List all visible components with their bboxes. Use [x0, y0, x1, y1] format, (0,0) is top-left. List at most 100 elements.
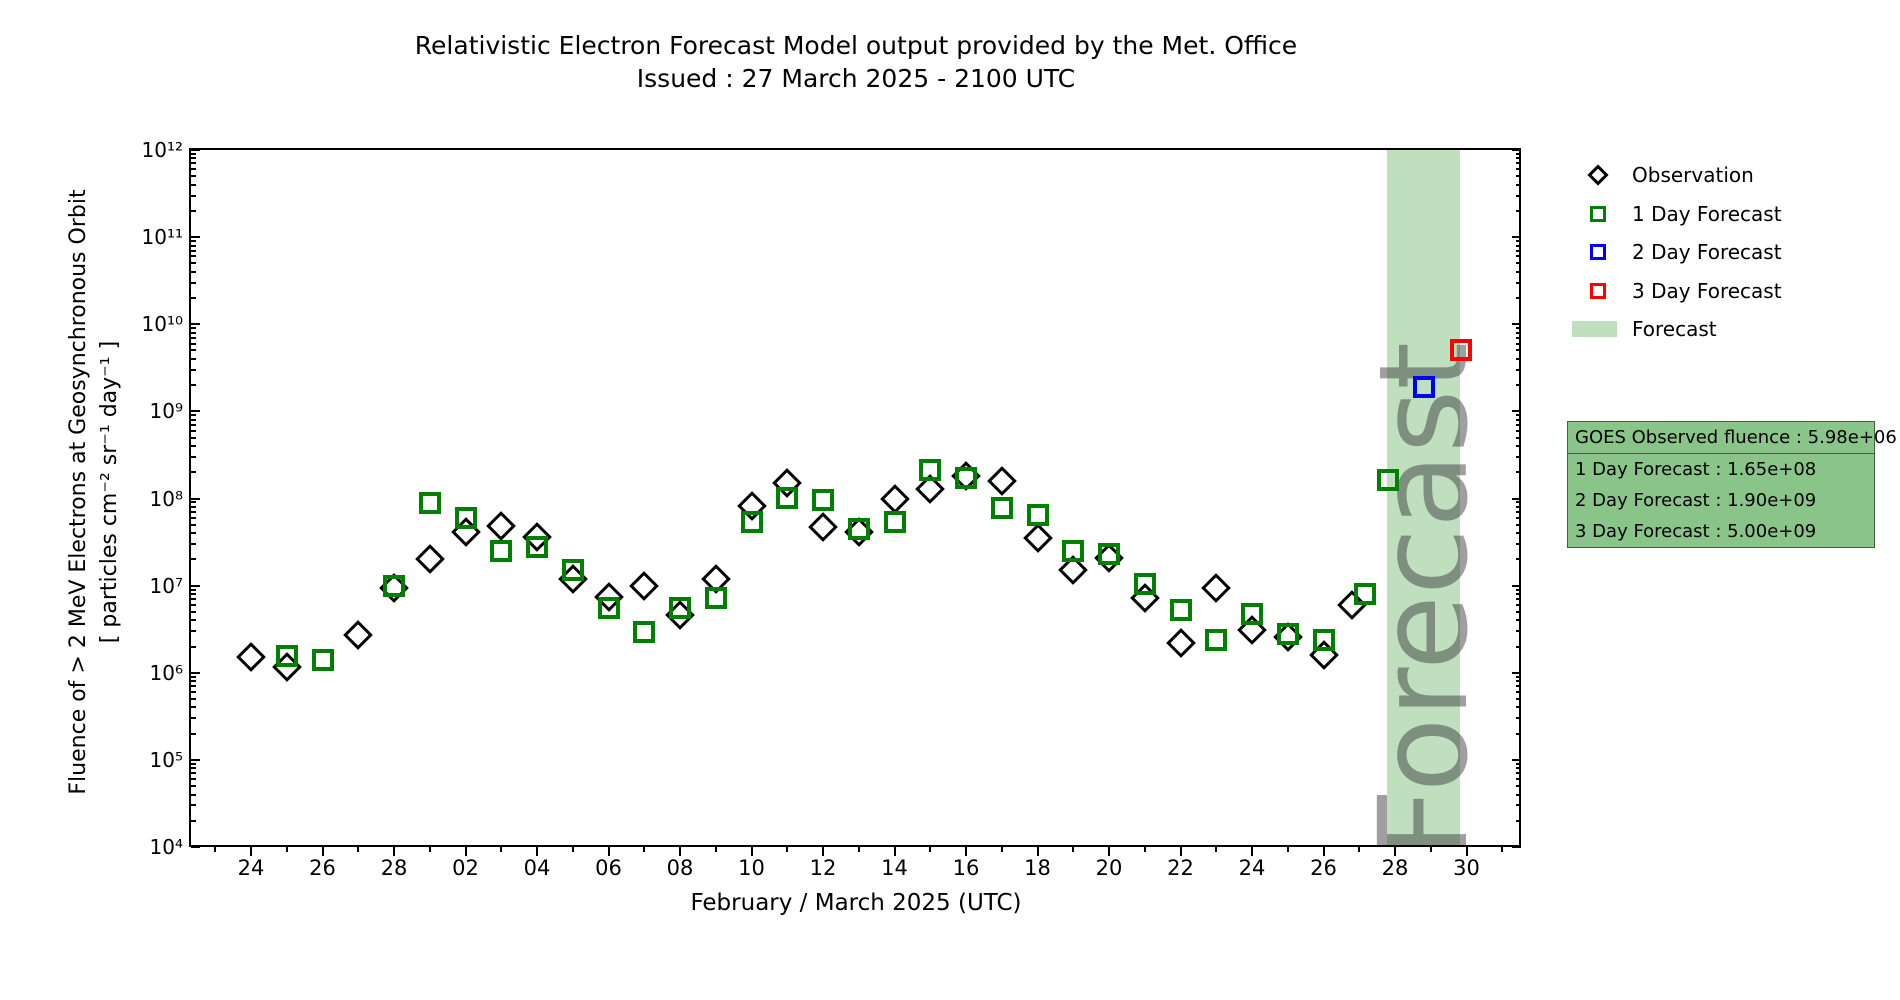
y-minor-tick-right — [1516, 445, 1521, 448]
1-day-forecast-marker — [919, 459, 942, 482]
y-minor-tick-right — [1516, 558, 1521, 561]
legend-band-icon — [1572, 321, 1617, 337]
1-day-forecast-marker — [1376, 468, 1399, 491]
y-tick-label: 10⁴ — [149, 835, 183, 859]
y-minor-tick-right — [1516, 455, 1521, 458]
y-tick-label: 10⁸ — [149, 486, 183, 511]
y-minor-tick — [191, 532, 196, 535]
x-minor-tick — [786, 847, 789, 852]
y-minor-tick — [191, 680, 196, 683]
1-day-forecast-marker — [669, 596, 691, 619]
x-major-tick — [536, 847, 538, 856]
1-day-forecast-marker — [847, 517, 870, 540]
1-day-forecast-marker — [1312, 628, 1335, 651]
1-day-forecast-marker — [383, 574, 405, 597]
y-minor-tick — [191, 697, 196, 700]
y-tick-label: 10¹⁰ — [141, 312, 183, 337]
y-minor-tick-right — [1516, 342, 1521, 345]
y-minor-tick — [191, 772, 196, 775]
y-minor-tick-right — [1516, 804, 1521, 807]
y-major-tick-right — [1512, 149, 1521, 151]
x-minor-tick — [500, 847, 503, 852]
x-major-tick — [750, 847, 753, 856]
y-minor-tick-right — [1516, 244, 1521, 247]
y-minor-tick — [191, 767, 196, 770]
y-minor-tick-right — [1516, 762, 1521, 765]
y-major-tick — [191, 846, 200, 848]
y-minor-tick-right — [1516, 778, 1521, 781]
y-minor-tick-right — [1516, 732, 1521, 735]
y-major-tick-right — [1512, 758, 1521, 761]
y-minor-tick — [191, 384, 196, 387]
y-minor-tick — [191, 785, 196, 788]
y-minor-tick — [191, 244, 196, 247]
y-minor-tick — [191, 543, 196, 546]
y-minor-tick-right — [1516, 194, 1521, 197]
x-major-tick — [965, 847, 967, 856]
y-minor-tick-right — [1516, 543, 1521, 546]
x-major-tick — [822, 847, 824, 856]
1-day-forecast-marker — [990, 496, 1013, 519]
y-minor-tick-right — [1516, 471, 1521, 474]
x-major-tick — [1179, 847, 1182, 856]
y-minor-tick-right — [1516, 675, 1521, 678]
y-major-tick-right — [1512, 671, 1521, 674]
x-tick-label: 24 — [237, 856, 265, 880]
legend-forecast-icon — [1590, 205, 1606, 222]
y-minor-tick-right — [1516, 501, 1521, 504]
x-major-tick — [1108, 847, 1110, 856]
x-major-tick — [893, 847, 896, 856]
y-major-tick-right — [1512, 236, 1521, 239]
y-minor-tick-right — [1516, 429, 1521, 432]
y-minor-tick-right — [1516, 240, 1521, 243]
y-minor-tick-right — [1516, 270, 1521, 273]
y-minor-tick — [191, 331, 196, 334]
x-major-tick — [1394, 847, 1396, 856]
1-day-forecast-marker — [454, 506, 477, 529]
y-minor-tick — [191, 249, 196, 252]
legend-label: 1 Day Forecast — [1632, 201, 1782, 226]
y-minor-tick-right — [1516, 368, 1521, 371]
y-major-tick-right — [1512, 410, 1521, 413]
forecast-values-info-box: GOES Observed fluence : 5.98e+06 1 Day Fo… — [1567, 421, 1897, 548]
y-major-tick-right — [1512, 497, 1521, 500]
legend-label: 2 Day Forecast — [1632, 240, 1782, 264]
y-minor-tick — [191, 717, 196, 720]
y-minor-tick-right — [1516, 436, 1521, 439]
1-day-forecast-marker — [1205, 628, 1228, 651]
x-minor-tick — [929, 847, 932, 852]
y-minor-tick — [191, 685, 196, 688]
legend-label: 3 Day Forecast — [1632, 278, 1782, 303]
info-box-line: 2 Day Forecast : 1.90e+09 — [1575, 490, 1817, 511]
legend-forecast-icon — [1590, 282, 1606, 299]
y-minor-tick-right — [1516, 162, 1521, 165]
x-major-tick — [607, 847, 610, 856]
x-tick-label: 22 — [1167, 856, 1194, 880]
y-minor-tick-right — [1516, 262, 1521, 265]
y-minor-tick — [191, 327, 196, 330]
1-day-forecast-marker — [1241, 603, 1263, 626]
x-minor-tick — [1143, 847, 1146, 852]
y-minor-tick-right — [1516, 685, 1521, 688]
1-day-forecast-marker — [812, 489, 834, 512]
x-minor-tick — [285, 847, 288, 852]
y-major-tick — [191, 497, 200, 500]
y-minor-tick — [191, 357, 196, 360]
y-minor-tick — [191, 418, 196, 421]
x-major-tick — [250, 847, 252, 856]
1-day-forecast-marker — [1133, 572, 1156, 595]
y-minor-tick-right — [1516, 349, 1521, 352]
y-minor-tick-right — [1516, 532, 1521, 535]
x-minor-tick — [643, 847, 646, 852]
x-tick-label: 28 — [380, 856, 408, 880]
y-minor-tick-right — [1516, 327, 1521, 330]
y-minor-tick — [191, 501, 196, 504]
y-minor-tick — [191, 630, 196, 633]
y-minor-tick-right — [1516, 593, 1521, 596]
x-tick-label: 10 — [738, 856, 765, 880]
y-minor-tick — [191, 598, 196, 601]
1-day-forecast-marker — [418, 492, 441, 515]
y-minor-tick — [191, 445, 196, 448]
y-minor-tick-right — [1516, 152, 1521, 155]
x-tick-label: 08 — [666, 856, 694, 880]
